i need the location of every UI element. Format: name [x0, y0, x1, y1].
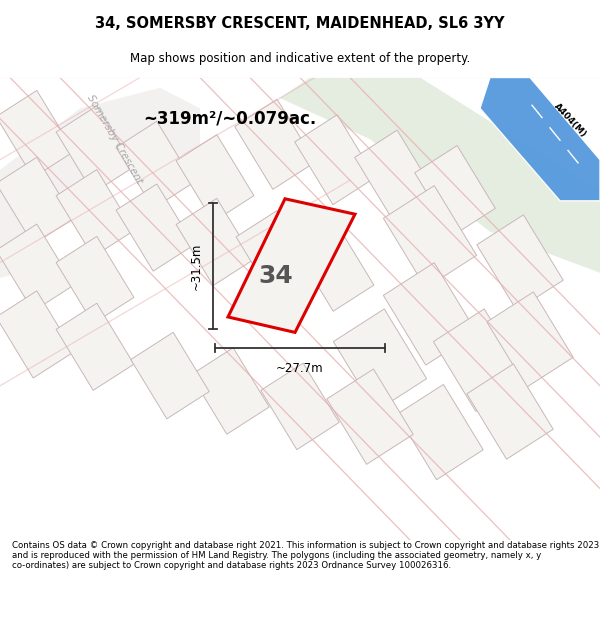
Polygon shape: [334, 309, 427, 411]
Polygon shape: [415, 146, 495, 236]
Polygon shape: [261, 363, 339, 449]
Polygon shape: [56, 303, 134, 391]
Text: ~319m²/~0.079ac.: ~319m²/~0.079ac.: [143, 109, 317, 128]
Polygon shape: [295, 115, 375, 205]
Polygon shape: [0, 291, 74, 378]
Polygon shape: [116, 184, 194, 271]
Polygon shape: [0, 224, 74, 311]
Polygon shape: [355, 130, 435, 220]
Polygon shape: [56, 106, 134, 193]
Polygon shape: [397, 384, 483, 480]
Polygon shape: [131, 332, 209, 419]
Polygon shape: [480, 78, 600, 201]
Polygon shape: [56, 169, 134, 257]
Text: 34, SOMERSBY CRESCENT, MAIDENHEAD, SL6 3YY: 34, SOMERSBY CRESCENT, MAIDENHEAD, SL6 3…: [95, 16, 505, 31]
Polygon shape: [0, 91, 74, 178]
Polygon shape: [228, 199, 355, 332]
Polygon shape: [433, 309, 527, 411]
Text: A404(M): A404(M): [552, 102, 588, 139]
Polygon shape: [235, 99, 315, 189]
Polygon shape: [191, 348, 269, 434]
Text: ~31.5m: ~31.5m: [190, 242, 203, 290]
Polygon shape: [280, 78, 600, 272]
Polygon shape: [327, 369, 413, 464]
Polygon shape: [0, 158, 74, 244]
Text: Somersby Crescent: Somersby Crescent: [85, 93, 145, 186]
Text: 34: 34: [259, 264, 293, 288]
Text: Map shows position and indicative extent of the property.: Map shows position and indicative extent…: [130, 52, 470, 64]
Polygon shape: [56, 236, 134, 324]
Polygon shape: [0, 88, 200, 278]
Text: Contains OS data © Crown copyright and database right 2021. This information is : Contains OS data © Crown copyright and d…: [12, 541, 599, 571]
Polygon shape: [383, 186, 476, 288]
Polygon shape: [176, 198, 254, 286]
Polygon shape: [467, 364, 553, 459]
Polygon shape: [487, 292, 573, 388]
Polygon shape: [477, 215, 563, 310]
Polygon shape: [176, 134, 254, 222]
Polygon shape: [116, 121, 194, 209]
Polygon shape: [383, 262, 476, 365]
Polygon shape: [236, 211, 314, 298]
Text: ~27.7m: ~27.7m: [276, 362, 324, 375]
Polygon shape: [296, 224, 374, 311]
